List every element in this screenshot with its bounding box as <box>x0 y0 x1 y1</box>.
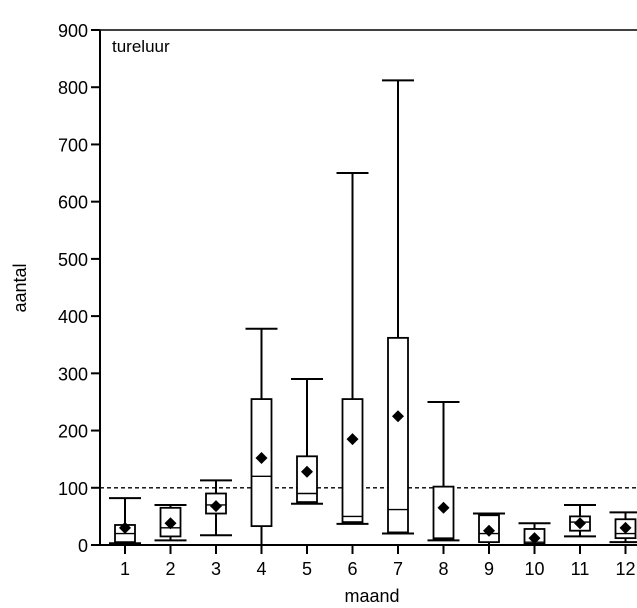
x-axis-label: maand <box>344 586 399 606</box>
iqr-box <box>296 455 318 503</box>
mean-marker <box>255 452 268 465</box>
y-tick-label: 400 <box>58 307 88 327</box>
mean-marker <box>574 517 586 530</box>
box-month-5 <box>291 378 323 505</box>
y-tick-label: 0 <box>78 536 88 556</box>
y-tick-label: 600 <box>58 193 88 213</box>
x-tick-label: 1 <box>120 559 130 579</box>
box-month-3 <box>200 479 232 537</box>
y-axis-label: aantal <box>10 263 30 312</box>
mean-marker <box>528 532 541 545</box>
x-tick-label: 12 <box>615 559 635 579</box>
iqr-box <box>341 398 364 524</box>
x-tick-label: 9 <box>484 559 494 579</box>
mean-marker <box>164 517 177 530</box>
y-tick-label: 700 <box>58 135 88 155</box>
box-month-7 <box>382 79 414 535</box>
box-month-10 <box>518 522 551 546</box>
x-tick-label: 6 <box>347 559 357 579</box>
box-month-9 <box>473 512 505 546</box>
box-month-6 <box>336 172 369 525</box>
mean-marker <box>619 521 632 534</box>
x-tick-label: 5 <box>302 559 312 579</box>
x-tick-label: 10 <box>524 559 544 579</box>
mean-marker <box>301 465 313 478</box>
x-tick-label: 4 <box>256 559 266 579</box>
box-month-1 <box>109 497 141 545</box>
box-month-4 <box>245 327 278 546</box>
mean-marker <box>346 433 359 446</box>
iqr-box <box>387 336 409 534</box>
chart-annotation: tureluur <box>112 37 170 56</box>
mean-marker <box>483 524 495 537</box>
mean-marker <box>437 501 450 514</box>
mean-marker <box>119 521 131 534</box>
box-month-2 <box>154 503 187 542</box>
x-tick-label: 2 <box>165 559 175 579</box>
box-month-8 <box>427 400 460 542</box>
mean-marker <box>210 500 222 513</box>
y-tick-label: 500 <box>58 250 88 270</box>
box-month-11 <box>564 503 596 538</box>
x-tick-label: 3 <box>211 559 221 579</box>
y-tick-label: 800 <box>58 78 88 98</box>
y-tick-label: 900 <box>58 21 88 41</box>
y-tick-label: 200 <box>58 422 88 442</box>
x-tick-label: 8 <box>438 559 448 579</box>
y-tick-label: 300 <box>58 364 88 384</box>
box-month-12 <box>609 511 637 544</box>
x-tick-label: 7 <box>393 559 403 579</box>
x-tick-label: 11 <box>571 559 590 579</box>
y-tick-label: 100 <box>58 479 88 499</box>
mean-marker <box>392 410 404 423</box>
